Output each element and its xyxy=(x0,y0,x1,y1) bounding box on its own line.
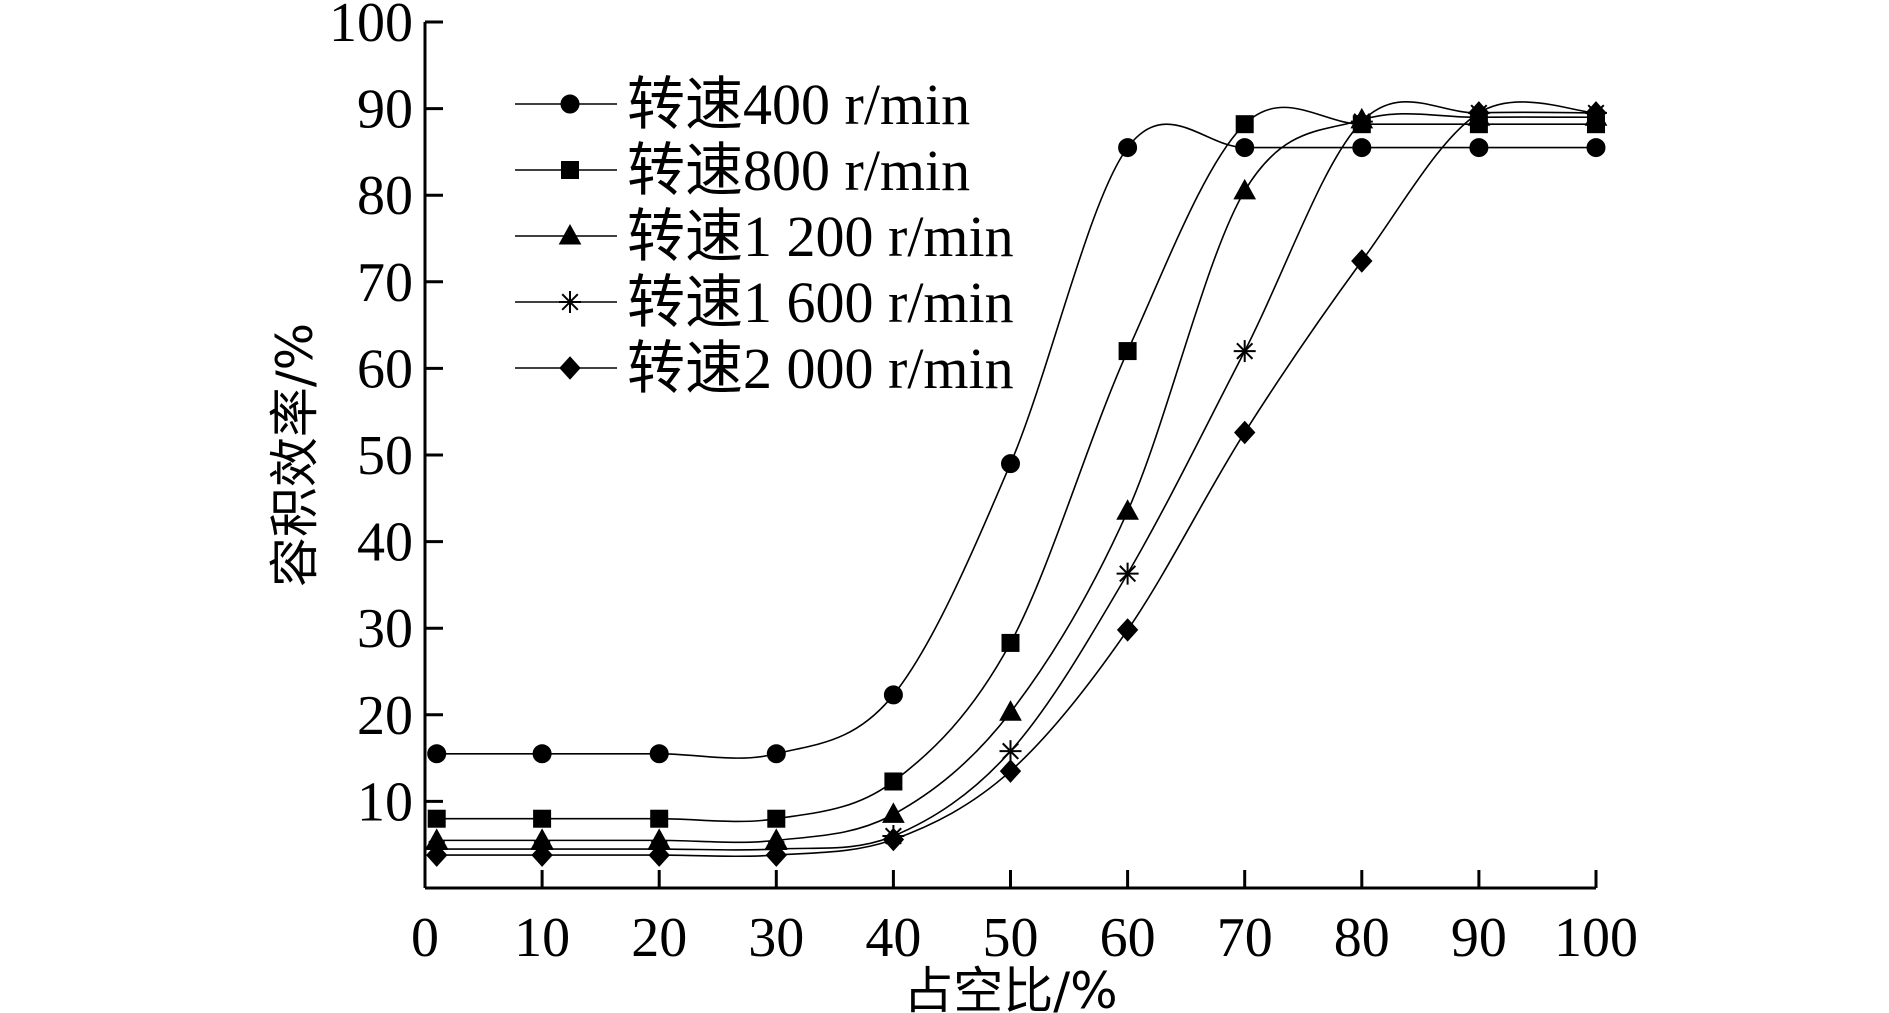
data-point-square xyxy=(1118,342,1137,361)
data-point-square xyxy=(767,809,786,828)
y-axis-title: 容积效率/% xyxy=(266,323,324,587)
data-point-asterisk xyxy=(1233,340,1256,363)
x-tick-label: 30 xyxy=(748,907,804,969)
data-point-circle xyxy=(883,685,903,705)
legend-marker-triangle xyxy=(558,223,582,245)
legend-label: 转速2 000 r/min xyxy=(627,336,1014,401)
legend-label: 转速1 600 r/min xyxy=(627,270,1014,335)
x-tick-label: 10 xyxy=(514,907,570,969)
data-point-circle xyxy=(1586,138,1606,158)
x-tick-label: 0 xyxy=(411,907,439,969)
data-point-circle xyxy=(1469,138,1489,158)
data-point-circle xyxy=(532,744,552,764)
series-asterisk xyxy=(425,100,1607,861)
data-point-square xyxy=(884,772,903,791)
series-line xyxy=(436,101,1597,858)
data-point-circle xyxy=(1235,138,1255,158)
asterisk-stroke xyxy=(1119,565,1137,583)
x-tick-label: 70 xyxy=(1217,907,1273,969)
legend-item: 转速400 r/min xyxy=(515,72,970,137)
y-tick-label: 50 xyxy=(357,425,413,487)
legend-item: 转速2 000 r/min xyxy=(515,336,1014,401)
data-point-square xyxy=(533,809,552,828)
legend-label: 转速1 200 r/min xyxy=(627,204,1014,269)
y-tick-label: 40 xyxy=(357,512,413,574)
y-tick-label: 90 xyxy=(357,79,413,141)
legend-marker-circle xyxy=(560,94,580,114)
data-point-square xyxy=(1001,633,1020,652)
y-tick-label: 70 xyxy=(357,252,413,314)
x-axis-title: 占空比/% xyxy=(903,962,1117,1013)
data-point-triangle xyxy=(999,700,1022,721)
x-tick-label: 20 xyxy=(631,907,687,969)
legend-marker-square xyxy=(561,161,579,179)
data-point-circle xyxy=(1118,138,1138,158)
series-line xyxy=(436,112,1597,844)
x-tick-label: 80 xyxy=(1334,907,1390,969)
series-layer xyxy=(425,100,1608,867)
y-tick-label: 10 xyxy=(357,771,413,833)
data-point-square xyxy=(1235,115,1254,134)
data-point-diamond xyxy=(1116,618,1139,642)
asterisk-stroke xyxy=(561,293,579,311)
asterisk-stroke xyxy=(1353,113,1371,131)
data-point-diamond xyxy=(426,843,448,867)
data-point-circle xyxy=(649,744,669,764)
legend-marker-diamond xyxy=(559,356,581,380)
asterisk-stroke xyxy=(1236,342,1254,360)
series-line xyxy=(436,123,1596,759)
data-point-diamond xyxy=(765,843,787,867)
series-triangle xyxy=(425,105,1608,849)
data-point-asterisk xyxy=(999,740,1022,763)
data-point-triangle xyxy=(882,802,905,823)
x-ticks: 0 10 20 30 40 50 60 70 80 90 100 xyxy=(411,870,1638,969)
data-point-triangle xyxy=(1116,499,1139,520)
legend-marker-asterisk xyxy=(559,291,581,313)
data-point-triangle xyxy=(1233,178,1257,200)
data-point-diamond xyxy=(999,759,1022,783)
x-tick-label: 50 xyxy=(983,907,1039,969)
data-point-circle xyxy=(427,744,447,764)
legend-item: 转速1 200 r/min xyxy=(515,204,1014,269)
y-tick-label: 80 xyxy=(357,165,413,227)
y-tick-label: 60 xyxy=(357,338,413,400)
data-point-diamond xyxy=(1468,101,1490,125)
data-point-diamond xyxy=(882,827,905,852)
data-point-circle xyxy=(1352,138,1372,158)
data-point-circle xyxy=(766,744,786,764)
legend-label: 转速800 r/min xyxy=(627,138,970,203)
data-point-asterisk xyxy=(1350,110,1373,133)
legend-label: 转速400 r/min xyxy=(627,72,970,137)
legend-item: 转速1 600 r/min xyxy=(515,270,1014,335)
x-tick-label: 60 xyxy=(1100,907,1156,969)
y-tick-label: 100 xyxy=(329,0,413,54)
asterisk-stroke xyxy=(1002,742,1019,760)
series-circle xyxy=(427,123,1606,764)
x-tick-label: 40 xyxy=(865,907,921,969)
data-point-asterisk xyxy=(1116,562,1139,585)
legend-item: 转速800 r/min xyxy=(515,138,970,203)
data-point-diamond xyxy=(531,843,553,867)
y-tick-label: 30 xyxy=(357,598,413,660)
x-tick-label: 100 xyxy=(1554,907,1638,969)
x-tick-label: 90 xyxy=(1451,907,1507,969)
data-point-diamond xyxy=(648,843,670,867)
data-point-square xyxy=(427,809,446,828)
data-point-circle xyxy=(1001,454,1020,474)
y-ticks: 10 20 30 40 50 60 70 80 90 100 xyxy=(329,0,443,833)
data-point-diamond xyxy=(1585,101,1607,125)
data-point-diamond xyxy=(1351,249,1373,273)
series-diamond xyxy=(426,101,1607,867)
data-point-square xyxy=(650,809,669,828)
data-point-diamond xyxy=(1234,420,1256,445)
series-line xyxy=(436,100,1597,851)
y-tick-label: 20 xyxy=(357,685,413,747)
